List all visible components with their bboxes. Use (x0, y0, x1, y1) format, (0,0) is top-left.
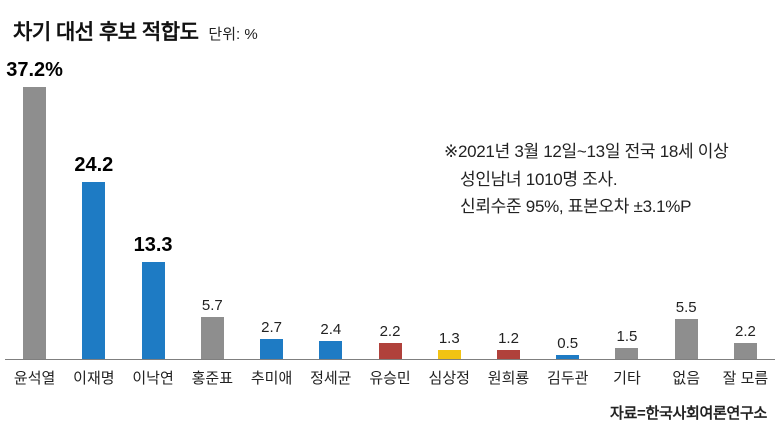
bar-value-label: 5.5 (675, 298, 697, 316)
bar (496, 350, 520, 359)
bar (141, 261, 165, 359)
bar-column: 5.5 (657, 52, 716, 359)
bar-category-label: 윤석열 (13, 370, 56, 387)
bar (319, 341, 343, 359)
bar-value-label: 5.7 (201, 297, 223, 315)
bar-category-label: 김두관 (547, 370, 589, 387)
bar-column: 1.3 (420, 52, 479, 359)
bar-category-label: 추미애 (250, 370, 293, 387)
bar-column: 0.5 (538, 52, 597, 359)
bar-column: 37.2% (5, 52, 64, 359)
chart-header: 차기 대선 후보 적합도 단위: % (13, 16, 258, 46)
bar-column: 1.5 (597, 52, 656, 359)
bar-value-label: 0.5 (557, 335, 579, 353)
bar-category-label: 심상정 (428, 370, 470, 387)
survey-note-line: 신뢰수준 95%, 표본오차 ±3.1%P (460, 197, 692, 217)
bar-chart-category-axis: 윤석열 이재명 이낙연 홍준표 추미애 정세균 유승민 심상정 원희룡 김두관 기타 없음 잘 모름 (5, 360, 775, 388)
bar-column: 1.2 (479, 52, 538, 359)
bar-category-label: 없음 (672, 370, 700, 387)
bar (615, 348, 639, 359)
bar-category-label: 기타 (613, 370, 641, 387)
bar (260, 339, 284, 359)
bar (733, 342, 757, 359)
bar-category-label: 유승민 (369, 370, 411, 387)
bar-value-label: 2.2 (735, 322, 756, 340)
bar-value-label: 24.2 (74, 154, 114, 177)
bar (556, 355, 580, 359)
bar-column: 5.7 (183, 52, 242, 359)
bar-chart-plot-area: 37.2% 24.2 13.3 5.7 2.7 2.4 2.2 1.3 1.2 0.5 1.5 5.5… (5, 52, 775, 360)
bar-column: 2.2 (716, 52, 775, 359)
bar-category-label: 이낙연 (132, 370, 174, 387)
bar-value-label: 2.7 (261, 319, 282, 337)
unit-label: 단위: % (208, 26, 258, 43)
bar-column: 2.7 (242, 52, 301, 359)
bar (674, 318, 698, 359)
bar (200, 317, 224, 359)
bar-column: 2.4 (301, 52, 360, 359)
bar-value-label: 2.2 (379, 322, 401, 340)
bar (23, 87, 47, 359)
bar-value-label: 1.3 (438, 329, 460, 347)
bar-value-label: 1.2 (498, 330, 519, 348)
page-title: 차기 대선 후보 적합도 (13, 21, 199, 44)
bar-category-label: 홍준표 (191, 370, 234, 387)
bar-category-label: 잘 모름 (722, 370, 769, 387)
bar-value-label: 2.4 (320, 321, 342, 339)
bar (437, 349, 461, 359)
bar-category-label: 정세균 (310, 370, 352, 387)
bar-value-label: 37.2% (6, 59, 63, 82)
source-credit: 자료=한국사회여론연구소 (610, 405, 767, 422)
bar-column: 13.3 (123, 52, 182, 359)
survey-note-line: 성인남녀 1010명 조사. (460, 169, 618, 189)
survey-note: ※2021년 3월 12일~13일 전국 18세 이상 성인남녀 1010명 조… (444, 138, 729, 221)
bar-category-label: 원희룡 (487, 370, 530, 387)
bar (378, 342, 402, 359)
bar-column: 2.2 (360, 52, 419, 359)
bar-column: 24.2 (64, 52, 123, 359)
survey-note-line: ※2021년 3월 12일~13일 전국 18세 이상 (444, 142, 729, 161)
bar (82, 182, 106, 359)
bar-value-label: 13.3 (133, 233, 173, 256)
bar-chart: 37.2% 24.2 13.3 5.7 2.7 2.4 2.2 1.3 1.2 0.5 1.5 5.5… (5, 52, 775, 388)
bar-category-label: 이재명 (73, 370, 115, 387)
bar-value-label: 1.5 (616, 328, 638, 346)
